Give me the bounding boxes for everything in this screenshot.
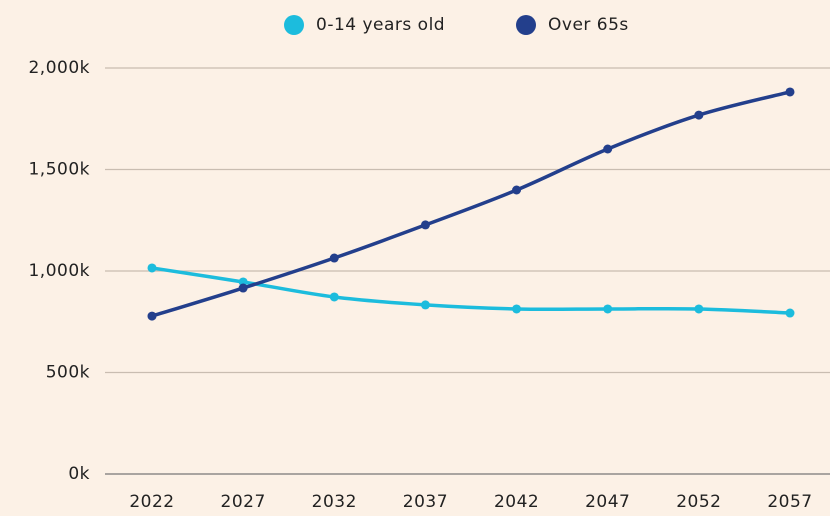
data-point [147, 311, 157, 321]
data-point [694, 110, 704, 120]
data-point [238, 283, 248, 293]
data-point [420, 220, 430, 230]
y-tick-label: 2,000k [28, 58, 90, 78]
x-tick-label: 2027 [221, 492, 266, 512]
data-point [785, 308, 795, 318]
data-point [329, 253, 339, 263]
data-point [603, 144, 613, 154]
x-tick-label: 2037 [403, 492, 448, 512]
y-tick-label: 0k [68, 464, 90, 484]
legend-label: Over 65s [548, 15, 629, 35]
x-tick-label: 2032 [312, 492, 357, 512]
data-point [147, 263, 157, 273]
y-tick-label: 1,000k [28, 261, 90, 281]
x-tick-label: 2057 [767, 492, 812, 512]
y-tick-label: 500k [46, 363, 90, 383]
x-tick-label: 2042 [494, 492, 539, 512]
data-point [785, 87, 795, 97]
x-tick-label: 2052 [676, 492, 721, 512]
series-line [151, 90, 791, 318]
data-point [512, 304, 522, 314]
data-point [694, 304, 704, 314]
data-point [603, 304, 613, 314]
y-tick-label: 1,500k [28, 160, 90, 180]
data-point [512, 185, 522, 195]
legend-label: 0-14 years old [316, 15, 445, 35]
data-point [420, 300, 430, 310]
series-line [151, 266, 791, 315]
x-tick-label: 2047 [585, 492, 630, 512]
legend-swatch [516, 15, 536, 35]
data-point [329, 292, 339, 302]
x-tick-label: 2022 [129, 492, 174, 512]
legend-swatch [284, 15, 304, 35]
